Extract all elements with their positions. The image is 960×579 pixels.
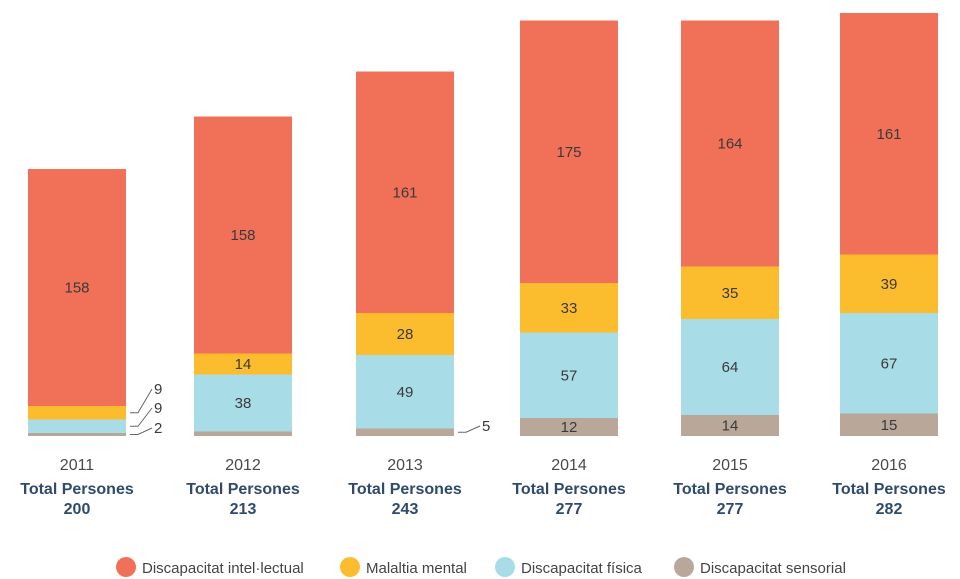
bar-2014: 12 57 33 175 2014 Total Persones 277 [512,20,626,518]
callout-line [130,388,153,414]
bar-segment-malaltia-mental-2015 [681,266,779,319]
callout-line [130,407,153,427]
bar-2016: 15 67 39 161 2016 Total Persones 282 [832,13,946,518]
data-label: 158 [230,227,255,244]
bar-segment-discapacitat-intel-lectual-2013 [356,71,454,313]
total-value: 200 [64,501,91,518]
bar-segment-discapacitat-f-sica-2011 [28,419,126,433]
bar-segment-malaltia-mental-2016 [840,254,938,313]
bar-segment-discapacitat-intel-lectual-2012 [194,116,292,354]
bar-segment-malaltia-mental-2012 [194,353,292,375]
total-caption: Total Persones [512,481,626,498]
data-label: 38 [235,395,252,412]
legend-item: Malaltia mental [340,557,467,577]
data-label: 39 [881,276,898,293]
x-tick-label: 2014 [551,457,587,474]
data-label: 158 [64,280,89,297]
total-caption: Total Persones [673,481,787,498]
total-value: 282 [876,501,903,518]
callout-line [130,427,153,435]
bar-segment-discapacitat-sensorial-2014 [520,418,618,436]
data-label: 161 [876,126,901,143]
data-label: 12 [561,419,578,436]
x-tick-label: 2016 [871,457,907,474]
bar-2013: 5 49 28 161 2013 Total Persones 243 [348,71,490,518]
legend-swatch [674,557,694,577]
legend-swatch [495,557,515,577]
legend-item: Discapacitat intel·lectual [116,557,304,577]
data-label: 164 [717,136,742,153]
x-tick-label: 2012 [225,457,261,474]
legend-swatch [116,557,136,577]
data-label: 35 [722,285,739,302]
total-caption: Total Persones [348,481,462,498]
legend-label: Discapacitat física [521,560,643,577]
data-label: 67 [881,355,898,372]
bar-segment-discapacitat-intel-lectual-2014 [520,20,618,283]
total-value: 277 [556,501,583,518]
data-label: 161 [392,184,417,201]
bar-segment-malaltia-mental-2011 [28,406,126,420]
bar-segment-discapacitat-f-sica-2016 [840,313,938,414]
data-label: 28 [397,326,414,343]
data-label: 15 [881,417,898,434]
bar-segment-discapacitat-f-sica-2013 [356,355,454,429]
data-label-callout: 9 [154,400,162,417]
x-tick-label: 2015 [712,457,748,474]
data-label: 57 [561,367,578,384]
bar-segment-discapacitat-f-sica-2015 [681,319,779,415]
bar-segment-discapacitat-intel-lectual-2011 [28,169,126,406]
data-label: 14 [722,418,739,435]
total-caption: Total Persones [832,481,946,498]
data-label-callout: 2 [154,420,162,437]
data-label: 33 [561,300,578,317]
bar-2011: 2 9 9 158 2011 Total Persones 200 [20,169,162,518]
total-caption: Total Persones [20,481,134,498]
data-label-callout: 5 [482,418,490,435]
x-tick-label: 2013 [387,457,423,474]
bar-segment-discapacitat-sensorial-2012 [194,431,292,436]
bar-segment-discapacitat-sensorial-2015 [681,415,779,436]
data-label: 14 [235,356,252,373]
legend-item: Discapacitat sensorial [674,557,846,577]
bar-segment-discapacitat-sensorial-2011 [28,433,126,436]
x-tick-label: 2011 [60,457,95,474]
total-value: 277 [717,501,744,518]
data-label: 49 [397,384,414,401]
bar-segment-discapacitat-f-sica-2014 [520,332,618,418]
legend-label: Malaltia mental [366,560,467,577]
bar-segment-discapacitat-sensorial-2013 [356,428,454,436]
legend-item: Discapacitat física [495,557,643,577]
bar-segment-discapacitat-f-sica-2012 [194,374,292,432]
legend-label: Discapacitat intel·lectual [142,560,304,577]
total-value: 213 [230,501,257,518]
callout-line [458,425,481,433]
legend: Discapacitat intel·lectual Malaltia menta… [116,557,846,577]
data-label-callout: 9 [154,381,162,398]
bar-segment-malaltia-mental-2013 [356,313,454,355]
total-caption: Total Persones [186,481,300,498]
legend-swatch [340,557,360,577]
data-label: 175 [556,144,581,161]
legend-label: Discapacitat sensorial [700,560,846,577]
bar-segment-malaltia-mental-2014 [520,283,618,333]
total-value: 243 [392,501,419,518]
bar-segment-discapacitat-sensorial-2016 [840,413,938,436]
bar-segment-discapacitat-intel-lectual-2015 [681,20,779,267]
bar-2012: 38 14 158 2012 Total Persones 213 [186,116,300,518]
bar-2015: 14 64 35 164 2015 Total Persones 277 [673,20,787,518]
bar-segment-discapacitat-intel-lectual-2016 [840,13,938,255]
data-label: 64 [722,359,739,376]
